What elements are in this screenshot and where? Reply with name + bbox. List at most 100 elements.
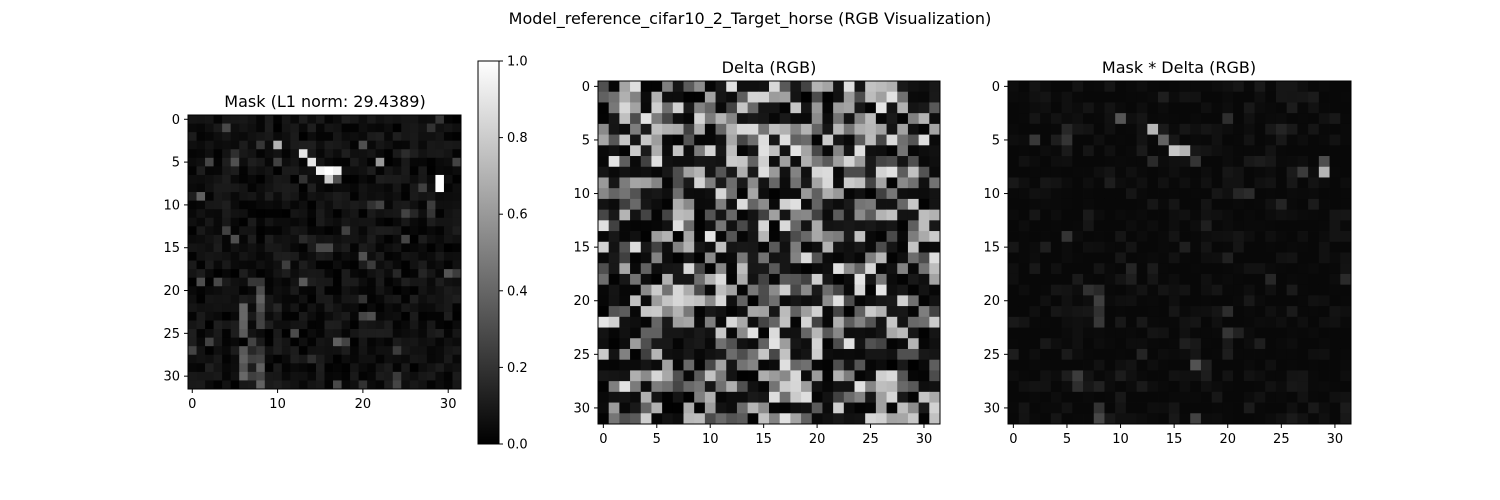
- product-cell: [1275, 81, 1288, 93]
- mask-cell: [350, 166, 360, 176]
- delta-cell: [694, 113, 706, 125]
- mask-cell: [426, 303, 436, 313]
- product-cell: [1233, 252, 1245, 264]
- product-cell: [1050, 145, 1062, 157]
- product-cell: [1200, 156, 1213, 168]
- product-cell: [1072, 359, 1084, 371]
- product-cell: [1265, 113, 1277, 125]
- product-cell: [1029, 145, 1041, 157]
- mask-cell: [367, 363, 377, 373]
- mask-cell: [298, 149, 308, 159]
- product-cell: [1168, 263, 1180, 275]
- mask-cell: [452, 371, 462, 381]
- delta-cell: [822, 370, 834, 382]
- product-cell: [1200, 338, 1213, 350]
- mask-cell: [384, 363, 394, 373]
- delta-cell: [833, 370, 845, 382]
- mask-cell: [443, 183, 453, 193]
- delta-cell: [598, 220, 610, 232]
- product-ytick-label: 20: [983, 294, 1000, 309]
- product-cell: [1050, 102, 1062, 114]
- delta-cell: [758, 370, 770, 382]
- product-cell: [1136, 198, 1148, 211]
- product-cell: [1233, 381, 1245, 393]
- mask-cell: [307, 166, 317, 176]
- product-cell: [1308, 102, 1320, 114]
- delta-cell: [865, 231, 877, 243]
- mask-cell: [401, 260, 411, 270]
- product-cell: [1297, 263, 1309, 275]
- delta-cell: [811, 91, 823, 103]
- mask-cell: [384, 337, 394, 347]
- mask-cell: [384, 174, 394, 184]
- delta-cell: [790, 209, 802, 221]
- delta-cell: [704, 166, 716, 178]
- product-cell: [1297, 252, 1309, 264]
- delta-cell: [715, 220, 727, 232]
- product-cell: [1286, 306, 1298, 318]
- product-cell: [1008, 316, 1020, 328]
- delta-cell: [651, 209, 663, 221]
- delta-cell: [875, 156, 887, 168]
- delta-cell: [598, 91, 610, 103]
- delta-cell: [662, 413, 674, 425]
- mask-cell: [256, 346, 266, 356]
- product-cell: [1018, 241, 1030, 253]
- mask-cell: [315, 320, 325, 330]
- mask-cell: [418, 320, 428, 330]
- delta-cell: [918, 402, 930, 414]
- mask-cell: [392, 277, 402, 287]
- delta-cell: [651, 348, 663, 361]
- delta-cell: [704, 338, 716, 350]
- product-cell: [1265, 370, 1277, 382]
- delta-cell: [715, 391, 727, 403]
- product-cell: [1254, 348, 1266, 361]
- delta-cell: [630, 402, 642, 414]
- product-cell: [1050, 198, 1062, 211]
- mask-cell: [290, 260, 300, 270]
- mask-cell: [435, 354, 445, 364]
- delta-cell: [897, 284, 909, 296]
- delta-cell: [704, 413, 716, 425]
- mask-cell: [350, 183, 360, 193]
- product-cell: [1029, 402, 1041, 414]
- mask-cell: [273, 294, 283, 304]
- mask-cell: [256, 140, 266, 150]
- product-cell: [1340, 284, 1352, 296]
- delta-cell: [875, 198, 887, 211]
- mask-cell: [452, 311, 462, 321]
- mask-cell: [307, 149, 317, 159]
- colorbar: 0.00.20.40.60.81.0: [477, 55, 528, 453]
- product-cell: [1104, 252, 1116, 264]
- mask-cell: [264, 286, 274, 296]
- product-cell: [1275, 156, 1288, 168]
- delta-cell: [790, 102, 802, 114]
- delta-cell: [854, 91, 866, 103]
- mask-cell: [281, 209, 291, 219]
- mask-cell: [315, 123, 325, 133]
- product-cell: [1297, 188, 1309, 200]
- product-cell: [1115, 241, 1127, 253]
- product-cell: [1211, 295, 1223, 307]
- product-cell: [1093, 348, 1105, 361]
- mask-cell: [435, 192, 445, 202]
- delta-cell: [886, 273, 898, 286]
- delta-cell: [694, 402, 706, 414]
- delta-cell: [886, 316, 898, 328]
- product-cell: [1061, 359, 1073, 371]
- mask-cell: [367, 149, 377, 159]
- product-cell: [1115, 295, 1127, 307]
- product-cell: [1340, 413, 1352, 425]
- product-cell: [1008, 91, 1020, 103]
- mask-cell: [247, 157, 257, 167]
- delta-cell: [854, 231, 866, 243]
- mask-cell: [213, 371, 223, 381]
- mask-cell: [315, 209, 325, 219]
- mask-cell: [239, 226, 249, 236]
- product-cell: [1233, 102, 1245, 114]
- mask-cell: [443, 329, 453, 339]
- mask-cell: [205, 346, 214, 356]
- mask-cell: [196, 346, 206, 356]
- delta-cell: [651, 316, 663, 328]
